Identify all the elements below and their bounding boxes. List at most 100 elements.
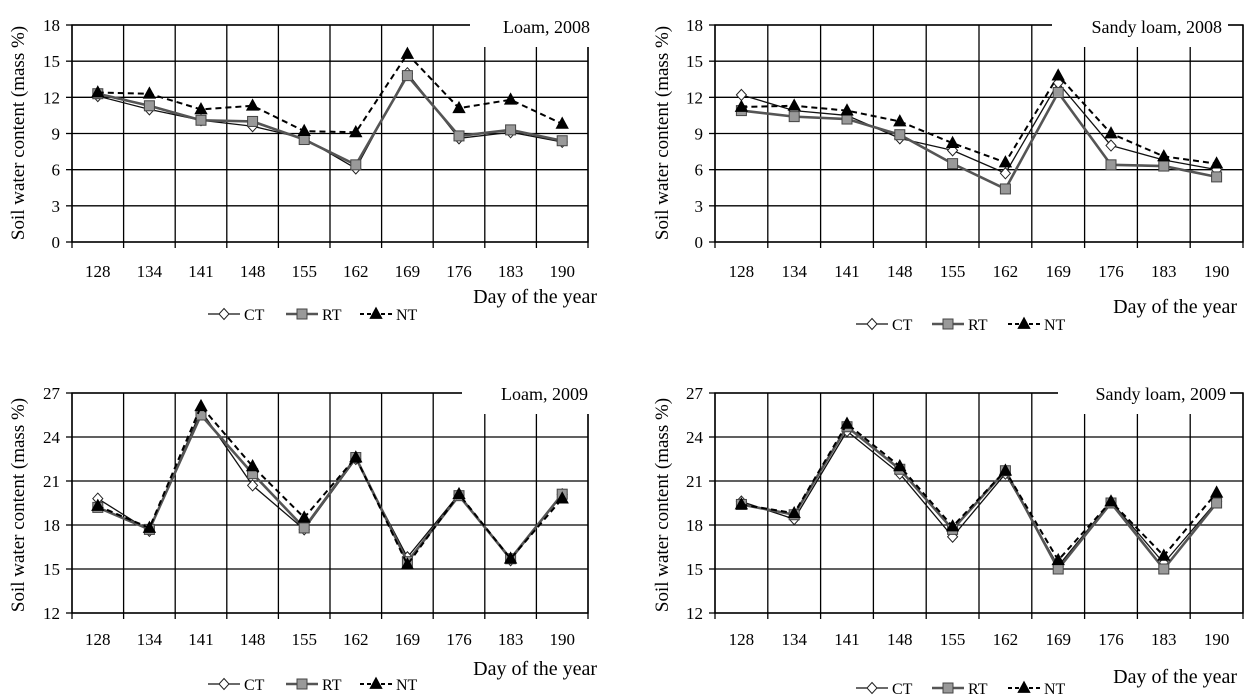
y-tick-label: 15	[43, 560, 60, 579]
x-tick-label: 134	[137, 262, 163, 281]
data-point-nt	[840, 103, 854, 116]
data-point-nt	[555, 491, 569, 504]
x-tick-label: 128	[85, 262, 111, 281]
chart-title-background	[1058, 382, 1230, 414]
data-point-nt	[1209, 485, 1224, 498]
y-axis-label: Soil water content (mass %)	[8, 26, 29, 240]
data-point-nt	[1051, 68, 1065, 81]
data-point-rt	[298, 134, 310, 146]
x-tick-label: 169	[395, 262, 421, 281]
data-point-nt	[893, 114, 907, 127]
x-axis-label: Day of the year	[1113, 666, 1237, 688]
x-tick-label: 128	[85, 630, 111, 649]
y-axis-label: Soil water content (mass %)	[652, 26, 673, 240]
data-point-nt	[142, 86, 157, 99]
legend-label-nt: NT	[396, 307, 418, 324]
x-tick-label: 134	[781, 630, 807, 649]
legend-label-rt: RT	[968, 317, 988, 334]
data-point-rt	[401, 70, 413, 82]
data-point-rt	[894, 129, 906, 141]
y-tick-label: 3	[52, 197, 61, 216]
y-tick-label: 27	[43, 384, 61, 403]
x-tick-label: 169	[1045, 262, 1071, 281]
legend-marker-rt	[942, 682, 954, 694]
legend-marker-ct	[218, 677, 230, 691]
data-point-rt	[1158, 563, 1170, 575]
x-tick-label: 176	[446, 262, 472, 281]
y-axis-label: Soil water content (mass %)	[652, 398, 673, 612]
data-point-rt	[1211, 497, 1223, 509]
y-tick-label: 18	[43, 516, 60, 535]
plot-frame	[71, 24, 589, 243]
chart-title: Loam, 2008	[503, 17, 590, 37]
x-tick-label: 169	[395, 630, 421, 649]
x-axis-label: Day of the year	[473, 658, 597, 680]
legend-marker-rt	[942, 318, 954, 330]
plot-frame	[71, 392, 589, 614]
x-tick-label: 162	[993, 262, 1019, 281]
data-point-rt	[1052, 563, 1064, 575]
y-tick-label: 9	[695, 125, 704, 144]
legend-label-nt: NT	[1044, 317, 1066, 334]
y-tick-label: 12	[686, 604, 703, 623]
chart-title: Loam, 2009	[501, 384, 588, 404]
data-point-rt	[247, 115, 259, 127]
data-point-nt	[998, 155, 1013, 168]
series-line-rt	[741, 425, 1218, 571]
data-point-nt	[194, 102, 208, 115]
legend-marker-rt	[296, 678, 308, 690]
data-point-rt	[1105, 159, 1117, 171]
legend-marker-nt	[369, 676, 383, 689]
y-tick-label: 15	[686, 560, 703, 579]
data-point-rt	[505, 124, 517, 136]
series-line-nt	[741, 74, 1217, 165]
data-point-ct	[1105, 139, 1117, 152]
chart-panel: 0 3 6 9 12 15 18 128 134 141 148 155 162 169 176 183 190…	[8, 15, 597, 324]
data-point-rt	[143, 100, 155, 112]
data-point-rt	[453, 130, 465, 142]
x-tick-label: 183	[1151, 262, 1177, 281]
data-point-nt	[998, 463, 1013, 476]
y-tick-label: 6	[695, 161, 704, 180]
x-tick-label: 141	[834, 630, 860, 649]
data-point-nt	[945, 135, 960, 149]
chart-title: Sandy loam, 2009	[1096, 384, 1227, 404]
x-tick-label: 176	[1098, 262, 1124, 281]
legend-label-ct: CT	[892, 681, 913, 696]
x-axis-label: Day of the year	[473, 286, 597, 308]
data-point-nt	[945, 519, 960, 532]
data-point-nt	[452, 100, 466, 114]
x-tick-label: 155	[291, 262, 317, 281]
data-point-nt	[1157, 149, 1171, 162]
y-tick-label: 18	[686, 516, 703, 535]
y-tick-label: 0	[52, 233, 61, 252]
chart-title-background	[1052, 15, 1228, 47]
data-point-rt	[1052, 87, 1064, 99]
data-point-rt	[999, 183, 1011, 195]
y-tick-label: 15	[43, 52, 60, 71]
data-point-rt	[1211, 171, 1223, 183]
data-point-nt	[840, 416, 854, 429]
x-tick-label: 176	[446, 630, 472, 649]
data-point-nt	[91, 85, 105, 98]
data-point-nt	[734, 497, 749, 510]
series-line-nt	[741, 422, 1218, 562]
series-line-rt	[741, 91, 1217, 191]
x-tick-label: 169	[1045, 630, 1071, 649]
series-line-ct	[741, 430, 1218, 567]
legend-marker-rt	[296, 308, 308, 320]
x-tick-label: 141	[188, 262, 214, 281]
x-tick-label: 148	[240, 262, 266, 281]
data-point-rt	[298, 522, 310, 534]
y-tick-label: 6	[52, 161, 61, 180]
data-point-nt	[400, 557, 415, 570]
y-tick-label: 12	[43, 604, 60, 623]
data-point-nt	[503, 551, 518, 564]
legend-marker-nt	[1017, 680, 1031, 693]
data-point-nt	[503, 92, 518, 105]
chart-panel: 12 15 18 21 24 27 128 134 141 148 155 162 169 176 183 1…	[8, 382, 597, 694]
legend-label-rt: RT	[968, 681, 988, 696]
x-tick-label: 155	[940, 630, 966, 649]
x-tick-label: 128	[729, 630, 755, 649]
